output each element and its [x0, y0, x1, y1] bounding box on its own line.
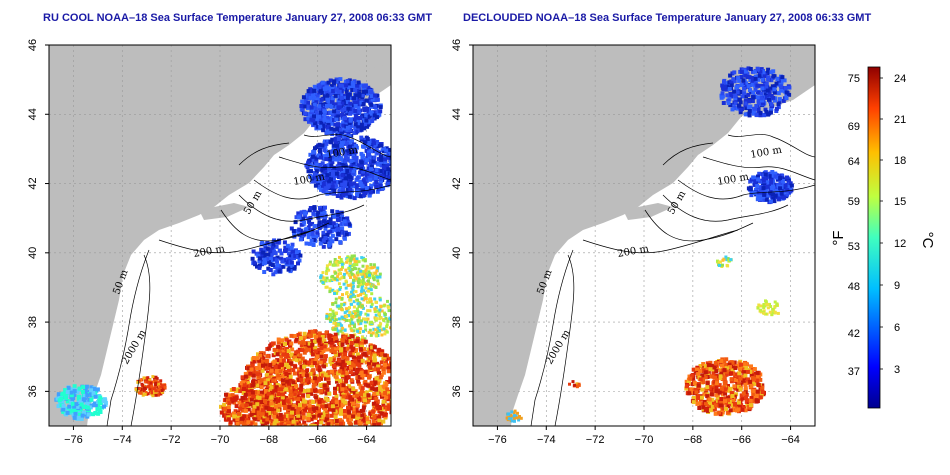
sst-pixels: [54, 77, 391, 426]
x-tick-label: −64: [357, 434, 376, 446]
x-tick-label: −72: [162, 434, 181, 446]
x-tick-label: −76: [64, 434, 83, 446]
x-tick-label: −68: [684, 434, 703, 446]
fahrenheit-tick-label: 53: [848, 241, 860, 253]
celsius-tick-label: 9: [894, 280, 900, 292]
x-tick-label: −66: [732, 434, 751, 446]
x-tick-label: −74: [537, 434, 556, 446]
y-tick-label: 36: [451, 385, 463, 397]
celsius-tick-label: 15: [894, 196, 906, 208]
y-tick-label: 42: [451, 177, 463, 189]
celsius-tick-label: 24: [894, 73, 906, 85]
y-tick-label: 40: [451, 247, 463, 259]
fahrenheit-unit-label: °F: [830, 230, 847, 245]
fahrenheit-tick-label: 37: [848, 366, 860, 378]
celsius-tick-label: 12: [894, 238, 906, 250]
celsius-tick-label: 21: [894, 114, 906, 126]
x-tick-label: −70: [635, 434, 654, 446]
celsius-tick-label: 6: [894, 322, 900, 334]
y-tick-label: 38: [451, 316, 463, 328]
x-tick-label: −74: [113, 434, 132, 446]
fahrenheit-tick-label: 64: [848, 156, 860, 168]
fahrenheit-tick-label: 48: [848, 281, 860, 293]
y-tick-label: 38: [27, 316, 39, 328]
x-tick-label: −76: [488, 434, 507, 446]
celsius-tick-label: 18: [894, 155, 906, 167]
celsius-tick-label: 3: [894, 364, 900, 376]
y-tick-label: 42: [27, 177, 39, 189]
fahrenheit-tick-label: 59: [848, 196, 860, 208]
colorbar: 75 69 64 59 53 48 42 37 24 21 18 15 12 9 6 3 °F °C: [830, 66, 936, 409]
colorbar-gradient: [867, 66, 881, 409]
panel-title: DECLOUDED NOAA–18 Sea Surface Temperatur…: [463, 12, 871, 24]
fahrenheit-tick-label: 69: [848, 121, 860, 133]
celsius-unit-label: °C: [919, 232, 936, 249]
y-tick-label: 44: [27, 108, 39, 120]
x-tick-label: −72: [586, 434, 605, 446]
x-tick-label: −70: [211, 434, 230, 446]
fahrenheit-tick-label: 75: [848, 73, 860, 85]
map-panel-1: RU COOL NOAA–18 Sea Surface Temperature …: [27, 12, 432, 446]
y-tick-label: 44: [451, 108, 463, 120]
panel-title: RU COOL NOAA–18 Sea Surface Temperature …: [43, 12, 432, 24]
map-panel-2: DECLOUDED NOAA–18 Sea Surface Temperatur…: [451, 12, 871, 446]
y-tick-label: 40: [27, 247, 39, 259]
y-tick-label: 36: [27, 385, 39, 397]
fahrenheit-tick-label: 42: [848, 328, 860, 340]
sst-pixels: [505, 66, 794, 423]
y-tick-label: 46: [451, 39, 463, 51]
y-tick-label: 46: [27, 39, 39, 51]
x-tick-label: −68: [260, 434, 279, 446]
x-tick-label: −64: [781, 434, 800, 446]
x-tick-label: −66: [308, 434, 327, 446]
